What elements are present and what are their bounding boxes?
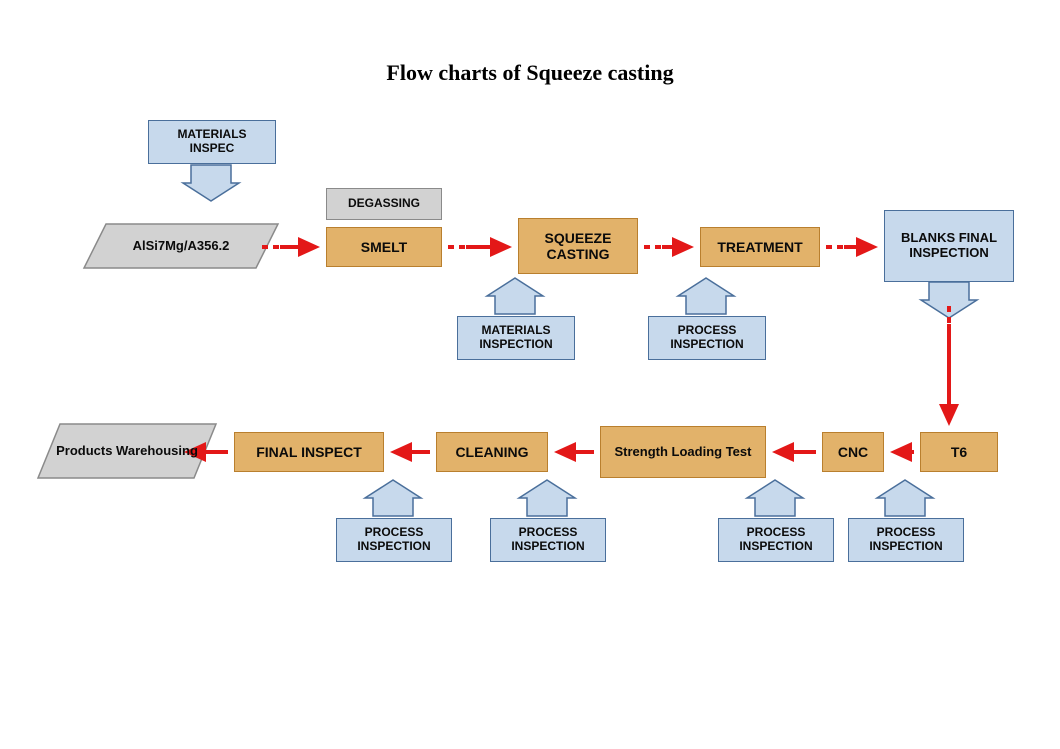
node-strength-test: Strength Loading Test <box>600 426 766 478</box>
node-materials-inspection: MATERIALS INSPECTION <box>457 316 575 360</box>
node-products-warehouse: Products Warehousing <box>49 424 205 478</box>
node-alsi7mg: AlSi7Mg/A356.2 <box>95 224 267 268</box>
node-materials-inspec-top: MATERIALS INSPEC <box>148 120 276 164</box>
node-blanks-inspection: BLANKS FINAL INSPECTION <box>884 210 1014 282</box>
node-cleaning: CLEANING <box>436 432 548 472</box>
node-process-inspection-cleaning: PROCESS INSPECTION <box>490 518 606 562</box>
node-treatment: TREATMENT <box>700 227 820 267</box>
node-smelt: SMELT <box>326 227 442 267</box>
node-degassing: DEGASSING <box>326 188 442 220</box>
node-cnc: CNC <box>822 432 884 472</box>
flowchart-svg <box>0 0 1060 749</box>
node-squeeze-casting: SQUEEZE CASTING <box>518 218 638 274</box>
node-final-inspect: FINAL INSPECT <box>234 432 384 472</box>
node-process-inspection-final: PROCESS INSPECTION <box>336 518 452 562</box>
node-process-inspection-t6: PROCESS INSPECTION <box>848 518 964 562</box>
chart-title: Flow charts of Squeeze casting <box>0 60 1060 86</box>
node-process-inspection-1: PROCESS INSPECTION <box>648 316 766 360</box>
node-process-inspection-cnc: PROCESS INSPECTION <box>718 518 834 562</box>
node-t6: T6 <box>920 432 998 472</box>
